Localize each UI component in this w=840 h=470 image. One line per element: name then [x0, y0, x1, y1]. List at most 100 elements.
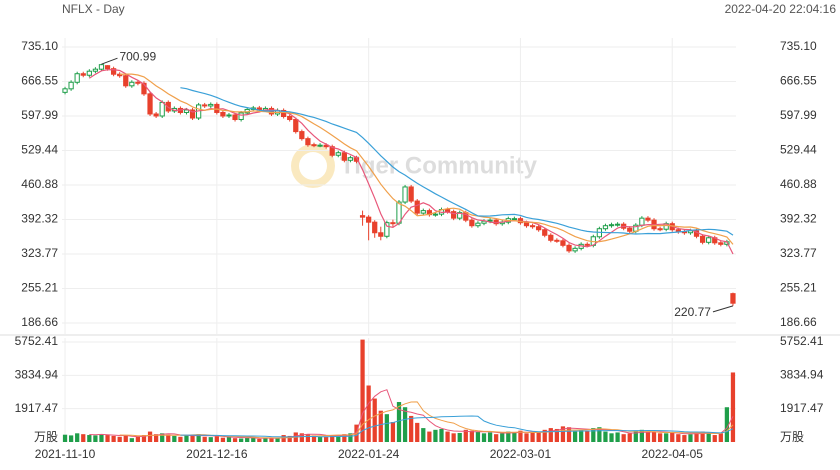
candle-body	[293, 119, 299, 133]
volume-tick-label: 3834.94	[15, 368, 59, 382]
candle-body	[536, 226, 542, 231]
candle-body	[730, 293, 736, 304]
volume-bar	[202, 436, 207, 442]
volume-bar	[524, 433, 529, 442]
candle-body	[706, 237, 712, 243]
volume-bar	[208, 437, 213, 442]
candle-body	[493, 219, 499, 225]
candle-body	[104, 65, 111, 70]
volume-bar	[487, 432, 493, 442]
volume-bar	[597, 427, 602, 442]
volume-tick-label: 1917.47	[15, 401, 59, 415]
volume-bar	[457, 432, 462, 442]
volume-bar	[239, 438, 244, 442]
volume-bar	[87, 435, 92, 442]
volume-bar	[500, 433, 505, 442]
candle-body	[614, 223, 621, 226]
candle-body	[542, 229, 548, 236]
volume-bar	[542, 429, 547, 442]
candle-body	[378, 232, 384, 237]
y-tick-label-right: 186.66	[780, 315, 817, 329]
watermark: Tiger Community	[340, 152, 538, 179]
volume-bar	[81, 434, 86, 442]
x-tick-label: 2021-11-10	[35, 447, 96, 461]
candle-body	[572, 247, 578, 252]
y-tick-label-right: 323.77	[780, 246, 817, 260]
candle-body	[335, 152, 341, 156]
volume-bar	[275, 438, 280, 442]
candle-body	[110, 68, 117, 75]
annotation-line	[712, 305, 734, 313]
candle-body	[238, 112, 244, 121]
candle-body	[341, 152, 347, 161]
candle-body	[396, 201, 402, 224]
volume-bar	[378, 410, 383, 442]
y-tick-label: 666.55	[21, 74, 58, 88]
candle-body	[529, 225, 536, 228]
volume-bar	[105, 435, 110, 442]
candle-body	[566, 244, 572, 252]
volume-bar	[591, 428, 596, 442]
candle-body	[86, 70, 92, 76]
ma-line	[88, 68, 734, 255]
candle-body	[189, 109, 196, 119]
volume-bar	[184, 435, 189, 442]
candle-body	[366, 216, 372, 223]
volume-bar	[257, 438, 262, 442]
candle-body	[129, 81, 135, 87]
candle-body	[560, 240, 566, 246]
volume-bar	[657, 433, 663, 442]
volume-bar	[688, 434, 693, 442]
volume-bar	[75, 433, 80, 442]
volume-bar	[93, 435, 98, 442]
volume-bar	[135, 436, 141, 442]
y-tick-label-right: 255.21	[780, 281, 817, 295]
y-tick-label: 735.10	[21, 39, 58, 53]
y-tick-label: 529.44	[21, 143, 58, 157]
candle-body	[602, 225, 609, 230]
y-tick-label: 392.32	[21, 212, 58, 226]
timestamp: 2022-04-20 22:04:16	[725, 2, 837, 16]
volume-bar	[232, 438, 238, 442]
candle-body	[226, 114, 232, 117]
volume-bar	[718, 433, 723, 442]
candle-body	[159, 101, 165, 117]
volume-tick-label-right: 1917.47	[780, 401, 824, 415]
volume-bar	[160, 433, 165, 442]
volume-bar	[421, 428, 426, 442]
y-tick-label-right: 392.32	[780, 212, 817, 226]
candle-body	[317, 144, 323, 147]
volume-bar	[427, 431, 432, 442]
volume-bar	[372, 398, 377, 442]
candle-body	[92, 68, 99, 72]
volume-bar	[730, 372, 736, 442]
volume-bar	[141, 435, 147, 442]
y-tick-label-right: 529.44	[780, 143, 817, 157]
volume-bar	[445, 431, 450, 442]
volume-tick-label-right: 3834.94	[780, 368, 824, 382]
volume-ma-line	[180, 415, 734, 438]
volume-bar	[317, 436, 323, 442]
candle-body	[347, 157, 354, 161]
volume-bar	[676, 434, 681, 442]
y-tick-label-right: 666.55	[780, 74, 817, 88]
candle-body	[153, 113, 159, 117]
volume-bar	[99, 434, 104, 442]
x-tick-label: 2022-03-01	[490, 447, 552, 461]
candle-body	[220, 111, 226, 117]
candle-body	[390, 222, 396, 225]
candle-body	[608, 224, 615, 227]
volume-bar	[469, 430, 474, 442]
x-tick-label: 2022-04-05	[642, 447, 704, 461]
candle-body	[208, 103, 214, 107]
volume-bar	[263, 437, 268, 442]
low-annotation: 220.77	[674, 305, 711, 319]
volume-bar	[62, 434, 68, 442]
volume-bar	[494, 434, 499, 442]
annotation-line	[101, 57, 118, 65]
volume-bar	[481, 433, 487, 442]
candle-body	[80, 73, 86, 76]
volume-bar	[220, 437, 226, 442]
volume-bar	[579, 429, 584, 442]
volume-bar	[153, 434, 159, 442]
